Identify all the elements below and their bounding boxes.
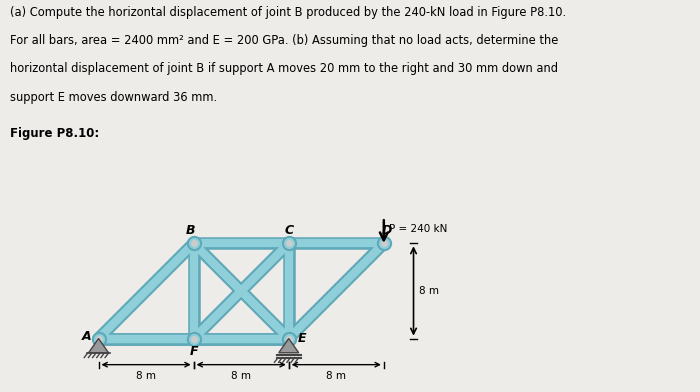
Text: 8 m: 8 m: [419, 286, 440, 296]
Text: D: D: [382, 224, 393, 237]
Text: horizontal displacement of joint B if support A moves 20 mm to the right and 30 : horizontal displacement of joint B if su…: [10, 62, 559, 75]
Text: C: C: [284, 224, 293, 237]
Text: support E moves downward 36 mm.: support E moves downward 36 mm.: [10, 91, 218, 103]
Text: E: E: [298, 332, 306, 345]
Text: For all bars, area = 2400 mm² and E = 200 GPa. (b) Assuming that no load acts, d: For all bars, area = 2400 mm² and E = 20…: [10, 34, 559, 47]
Text: B: B: [186, 224, 195, 237]
Text: P = 240 kN: P = 240 kN: [389, 224, 447, 234]
Text: 8 m: 8 m: [136, 371, 156, 381]
Text: F: F: [190, 345, 198, 358]
Text: (a) Compute the horizontal displacement of joint B produced by the 240-kN load i: (a) Compute the horizontal displacement …: [10, 6, 566, 19]
Text: Figure P8.10:: Figure P8.10:: [10, 127, 99, 140]
Text: 8 m: 8 m: [231, 371, 251, 381]
Polygon shape: [88, 339, 108, 353]
Polygon shape: [279, 339, 299, 353]
Text: 8 m: 8 m: [326, 371, 346, 381]
Text: A: A: [82, 330, 92, 343]
